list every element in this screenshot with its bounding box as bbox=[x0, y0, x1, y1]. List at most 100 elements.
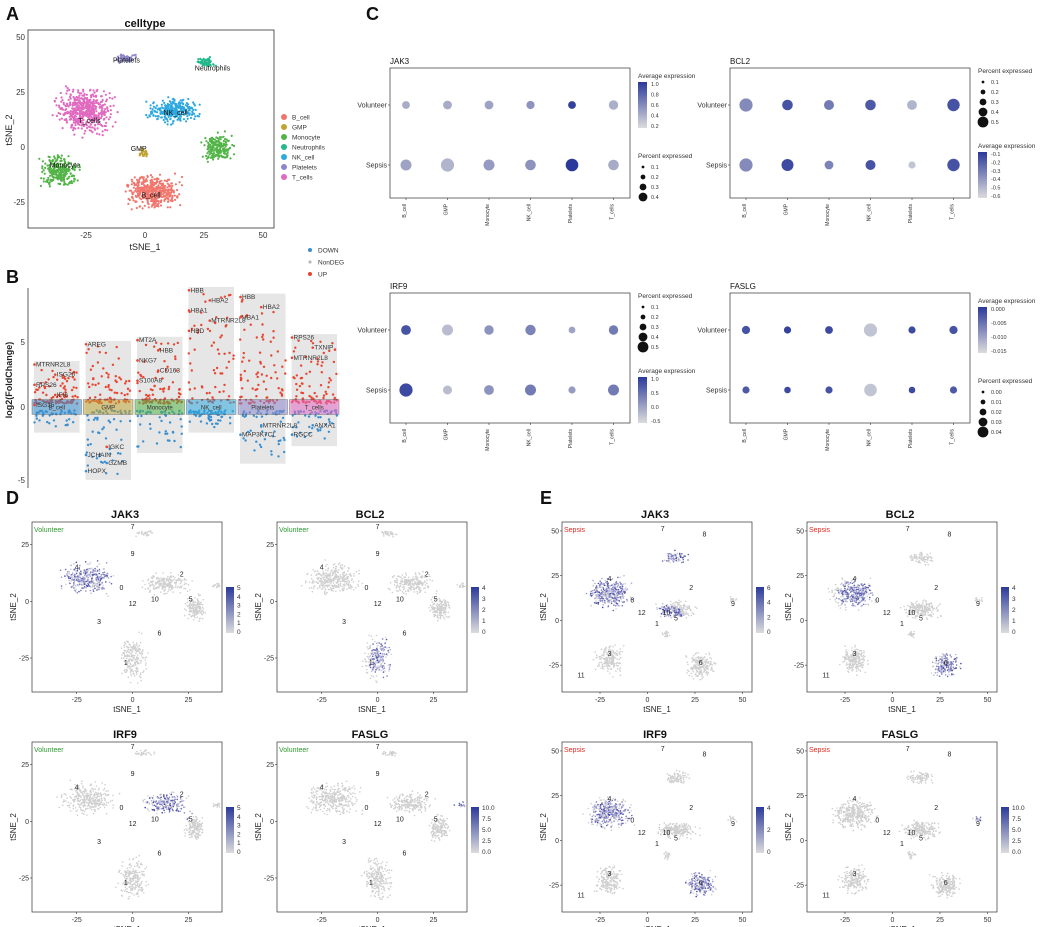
cell-point bbox=[172, 575, 175, 578]
cell-point-t_cells bbox=[91, 126, 94, 129]
cell-point bbox=[163, 589, 166, 592]
cell-point bbox=[75, 588, 77, 590]
down-gene-point bbox=[319, 416, 322, 419]
cell-point bbox=[172, 591, 174, 593]
cell-point bbox=[376, 648, 379, 651]
dot-b_cell bbox=[400, 159, 412, 171]
cell-point bbox=[375, 666, 377, 668]
expression-scale-tick: 5 bbox=[237, 585, 241, 592]
cell-point-monocyte bbox=[223, 152, 226, 155]
cell-point bbox=[194, 613, 196, 616]
cell-point bbox=[414, 572, 417, 574]
cell-point bbox=[415, 582, 417, 584]
cell-point bbox=[166, 592, 168, 595]
cell-point bbox=[438, 614, 441, 617]
category-label: Monocyte bbox=[825, 429, 831, 451]
size-legend-dot bbox=[977, 426, 989, 438]
cell-point bbox=[412, 576, 414, 578]
cell-point bbox=[426, 582, 428, 585]
cell-point bbox=[148, 582, 150, 585]
up-gene-point bbox=[73, 378, 76, 381]
cell-point bbox=[337, 578, 340, 580]
up-gene-point bbox=[292, 350, 296, 353]
cell-point bbox=[95, 577, 98, 580]
cell-point bbox=[85, 590, 87, 592]
cell-point bbox=[417, 579, 419, 581]
cell-point-b_cell bbox=[126, 185, 130, 188]
cell-point-t_cells bbox=[57, 111, 60, 115]
up-gene-point bbox=[52, 375, 55, 379]
cell-point bbox=[388, 668, 391, 671]
cell-point-monocyte bbox=[40, 177, 43, 180]
cell-point bbox=[138, 631, 140, 634]
up-gene-point bbox=[162, 390, 165, 393]
feature-plot-title: BCL2 bbox=[356, 509, 385, 521]
cluster-number: 7 bbox=[131, 524, 135, 531]
up-gene-point bbox=[240, 395, 243, 398]
cell-point bbox=[442, 603, 445, 606]
up-gene-point bbox=[308, 385, 311, 388]
up-gene-point bbox=[239, 378, 243, 382]
cell-point bbox=[380, 669, 383, 672]
cell-point bbox=[426, 579, 428, 581]
row-label: Volunteer bbox=[357, 328, 387, 335]
panel-letter-b: B bbox=[6, 267, 19, 287]
cell-point bbox=[338, 586, 340, 588]
cell-point-b_cell bbox=[166, 178, 170, 181]
cell-point-t_cells bbox=[87, 101, 90, 105]
cell-point bbox=[134, 670, 137, 672]
up-gene-point bbox=[176, 341, 179, 345]
cell-point bbox=[378, 669, 380, 671]
cell-point bbox=[88, 563, 90, 565]
cell-point bbox=[132, 672, 135, 674]
color-scale-tick: 0.8 bbox=[651, 93, 659, 99]
cell-point-nk_cell bbox=[193, 117, 196, 121]
cell-point-t_cells bbox=[89, 126, 92, 129]
up-gene-point bbox=[50, 397, 53, 400]
cell-point bbox=[430, 606, 433, 609]
cell-point bbox=[402, 580, 404, 583]
cluster-label: NK_cell bbox=[164, 110, 189, 117]
cell-point-monocyte bbox=[224, 150, 227, 153]
cell-point bbox=[70, 568, 72, 571]
cell-point bbox=[141, 530, 143, 533]
size-legend-dot bbox=[639, 323, 647, 331]
cell-point bbox=[152, 583, 154, 586]
gene-label: HOPX bbox=[88, 468, 107, 475]
cell-point bbox=[324, 565, 327, 567]
color-legend-title: Average expression bbox=[978, 298, 1036, 305]
cell-point-b_cell bbox=[168, 184, 171, 187]
cell-point bbox=[342, 573, 344, 575]
cell-point bbox=[418, 572, 420, 574]
gene-label: GZMB bbox=[108, 460, 127, 467]
color-scale-tick: -0.1 bbox=[991, 152, 1000, 158]
cell-point bbox=[103, 576, 105, 579]
cell-point-t_cells bbox=[60, 100, 63, 103]
cell-point bbox=[327, 568, 329, 570]
cell-point bbox=[347, 579, 350, 582]
cell-point bbox=[399, 589, 402, 592]
cell-point-b_cell bbox=[145, 186, 148, 189]
cell-point-b_cell bbox=[159, 204, 163, 207]
cell-point bbox=[78, 568, 81, 571]
cell-point bbox=[103, 573, 105, 576]
feature-plot-title: JAK3 bbox=[111, 509, 139, 521]
up-gene-point bbox=[220, 334, 223, 337]
cell-point-nk_cell bbox=[160, 103, 163, 106]
cell-point bbox=[343, 571, 346, 573]
cell-point-b_cell bbox=[146, 174, 149, 178]
cell-point bbox=[132, 664, 134, 666]
color-scale-bar bbox=[978, 307, 987, 353]
cell-point bbox=[379, 652, 382, 655]
cell-point bbox=[414, 573, 417, 576]
cell-point-nk_cell bbox=[148, 115, 151, 118]
cell-point bbox=[98, 588, 100, 591]
down-gene-point bbox=[148, 422, 152, 426]
color-scale-bar bbox=[638, 377, 647, 423]
dotplot-title: FASLG bbox=[730, 282, 756, 291]
cell-point bbox=[107, 577, 110, 579]
cell-point-b_cell bbox=[167, 198, 170, 201]
cell-point-b_cell bbox=[127, 202, 130, 205]
